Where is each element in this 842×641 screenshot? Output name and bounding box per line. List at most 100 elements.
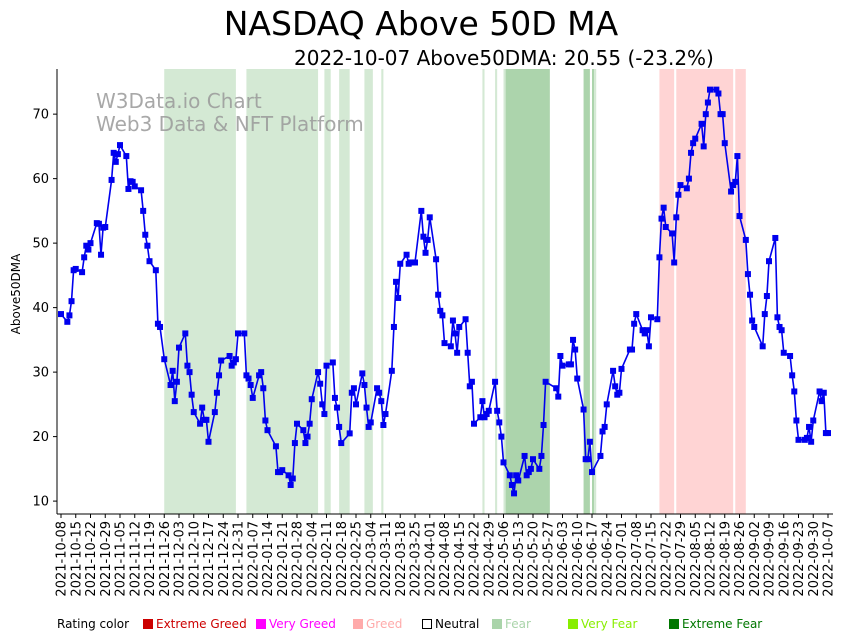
data-point [336,423,343,430]
data-point [485,407,492,414]
series-above50dma [58,86,831,497]
x-tick-label: 2022-06-24 [600,521,615,597]
data-point [597,452,604,459]
data-point [553,385,560,392]
data-point [481,414,488,421]
x-tick-label: 2022-02-18 [335,521,350,597]
data-point [418,207,425,214]
data-point [388,367,395,374]
data-point [426,214,433,221]
data-point [580,406,587,413]
data-point [692,135,699,142]
data-point [464,349,471,356]
data-point [306,420,313,427]
data-point [258,369,265,376]
data-point [707,86,713,93]
data-point [452,330,459,337]
x-tick-label: 2022-03-04 [364,521,379,597]
data-point [660,204,667,211]
rating-band-fear [594,69,597,514]
rating-band-fear [164,69,236,514]
data-point [412,259,418,266]
x-tick-label: 2022-09-02 [748,521,763,597]
data-point [730,182,737,189]
legend-entry-greed: Greed [353,617,402,631]
chart-title: NASDAQ Above 50D MA [223,4,619,43]
data-point [820,389,827,396]
data-point [376,389,383,396]
data-point [380,422,387,428]
data-point [468,378,475,385]
data-point [462,316,469,323]
data-point [211,409,218,416]
data-point [791,388,798,395]
data-point [732,178,739,185]
x-tick-label: 2022-04-22 [468,521,483,597]
data-point [806,423,813,430]
data-point [173,378,180,385]
data-point [671,259,678,266]
data-point [629,346,636,353]
data-point [395,294,402,301]
data-point [176,344,182,351]
data-point [483,411,490,418]
x-tick-label: 2022-04-01 [423,521,438,597]
data-point [184,362,191,369]
data-point [321,411,328,418]
data-point [763,293,770,300]
data-point [702,111,709,118]
data-point [683,185,690,192]
rating-band-fear [495,69,498,514]
data-point [397,260,404,267]
data-point [232,356,239,363]
data-point [540,422,547,428]
data-point [589,469,595,476]
data-point [673,214,680,221]
data-point [787,352,794,359]
data-point [334,404,341,411]
data-point [64,318,71,325]
data-point [772,234,779,241]
x-tick-label: 2021-12-24 [217,521,232,597]
rating-band-fear-strong [592,69,595,514]
data-point [123,153,130,160]
data-point [422,249,429,256]
data-point [538,452,545,459]
data-point [390,323,397,330]
data-point [235,330,241,337]
data-point [66,312,73,319]
x-tick-label: 2021-10-22 [84,521,99,597]
x-tick-label: 2022-06-17 [586,521,601,597]
data-point [433,256,440,263]
data-point [456,323,463,330]
data-point [131,183,138,190]
data-point [513,472,520,479]
data-point [190,409,197,416]
data-point [367,419,374,426]
x-tick-label: 2022-01-07 [246,521,261,597]
data-point [749,317,756,324]
data-point [83,242,90,249]
data-point [751,323,758,330]
data-point [810,417,817,424]
data-point [494,407,501,414]
x-tick-label: 2022-07-22 [659,521,674,597]
data-point [713,86,720,93]
data-point [319,401,326,408]
data-point [157,323,164,330]
rating-band-greed [735,69,746,514]
data-point [471,420,477,427]
data-point [586,438,593,445]
x-tick-label: 2022-04-08 [438,521,453,597]
data-point [808,438,815,445]
y-tick-label: 50 [32,237,49,252]
data-point [744,271,751,278]
data-point [610,367,617,374]
data-point [424,236,431,243]
data-point [245,375,252,382]
data-point [500,459,507,466]
data-point [795,436,802,443]
data-point [793,417,800,424]
x-tick-label: 2022-01-28 [291,521,306,597]
data-point [536,465,543,472]
